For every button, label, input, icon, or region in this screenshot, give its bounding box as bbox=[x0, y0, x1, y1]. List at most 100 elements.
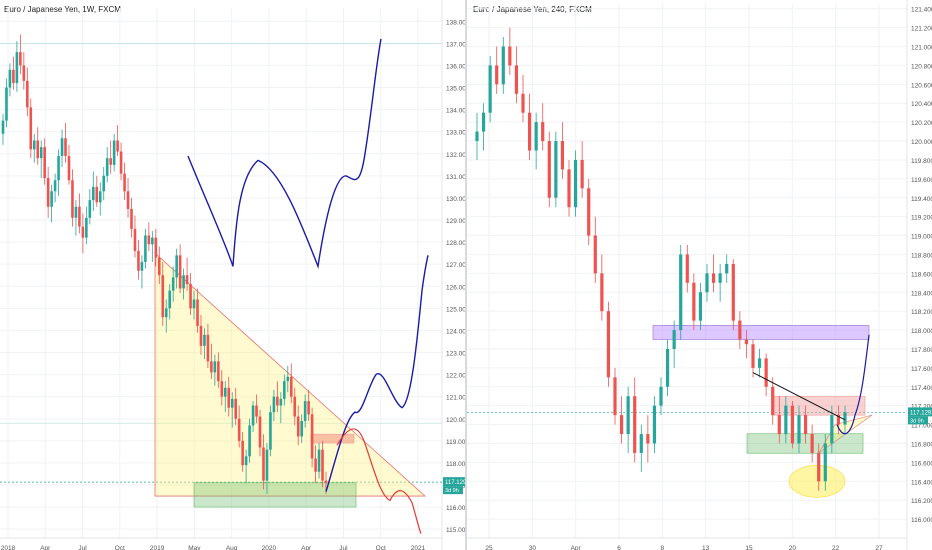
4h-chart-svg[interactable]: 121.400 121.200 121.000 120.800 120.600 120.4… bbox=[467, 0, 932, 550]
candle-body bbox=[258, 416, 262, 448]
blue-projection-path bbox=[836, 334, 870, 435]
yellow-triangle-pattern bbox=[154, 252, 427, 497]
candle-body bbox=[547, 141, 551, 198]
candle-body bbox=[501, 46, 505, 85]
y-tick-label: 117.200 bbox=[911, 404, 932, 411]
candle-body bbox=[314, 458, 317, 472]
candle-body bbox=[613, 377, 617, 416]
candle-body bbox=[220, 381, 224, 397]
candle-body bbox=[836, 415, 841, 425]
candle-body bbox=[57, 155, 60, 181]
candle-body bbox=[227, 387, 231, 408]
candle-body bbox=[92, 186, 95, 201]
candle-body bbox=[803, 415, 808, 435]
candle-body bbox=[67, 155, 71, 181]
countdown-label: 3d 9h bbox=[910, 418, 924, 424]
candle-body bbox=[147, 235, 151, 245]
candle-body bbox=[817, 452, 821, 482]
candle-body bbox=[157, 257, 161, 276]
y-tick-label: 115.000 bbox=[446, 527, 466, 534]
candle-body bbox=[293, 396, 297, 417]
candle-body bbox=[192, 299, 196, 309]
candle-body bbox=[495, 65, 499, 85]
last-price-label: 117.129 bbox=[445, 480, 466, 486]
candle-body bbox=[74, 206, 78, 218]
chart-title: Euro / Japanese Yen, 1W, FXCM bbox=[4, 5, 121, 14]
y-tick-label: 128.000 bbox=[446, 240, 466, 247]
candle-body bbox=[580, 159, 584, 189]
y-tick-label: 138.000 bbox=[446, 19, 466, 26]
purple-resistance-zone bbox=[652, 325, 870, 340]
candle-body bbox=[1, 120, 5, 134]
y-tick-label: 122.000 bbox=[446, 373, 466, 380]
candle-body bbox=[53, 180, 57, 192]
candle-body bbox=[567, 169, 571, 208]
chart-panel-4h: Euro / Japanese Yen, 240, FXCM 121.40012… bbox=[467, 0, 932, 550]
y-tick-label: 120.000 bbox=[446, 417, 466, 424]
candle-body bbox=[527, 112, 532, 151]
candle-body bbox=[600, 273, 604, 312]
y-tick-label: 116.000 bbox=[446, 505, 466, 512]
candle-body bbox=[15, 52, 19, 84]
candle-body bbox=[237, 418, 241, 441]
candle-body bbox=[248, 425, 251, 457]
x-tick-label: 22 bbox=[832, 545, 840, 550]
candle-body bbox=[22, 65, 26, 81]
candle-body bbox=[731, 263, 735, 321]
candle-body bbox=[137, 250, 140, 271]
y-tick-label: 116.400 bbox=[911, 479, 932, 486]
candle-body bbox=[251, 405, 255, 426]
y-tick-label: 121.400 bbox=[911, 7, 932, 14]
candle-body bbox=[757, 358, 762, 368]
x-tick-label: Oct bbox=[115, 545, 125, 550]
candle-body bbox=[171, 277, 175, 291]
weekly-chart-svg[interactable]: 138.000 137.000 136.000 135.000 134.000 133.0… bbox=[0, 0, 466, 550]
x-tick-label: 6 bbox=[617, 545, 621, 550]
candle-body bbox=[105, 158, 109, 176]
candle-body bbox=[230, 398, 234, 408]
y-tick-label: 120.200 bbox=[911, 120, 932, 127]
candle-body bbox=[639, 434, 643, 453]
y-tick-label: 117.400 bbox=[911, 385, 932, 392]
blue-lower-projection-path bbox=[325, 255, 429, 492]
candle-body bbox=[8, 69, 12, 88]
candle-body bbox=[244, 456, 248, 466]
candle-body bbox=[619, 415, 624, 435]
last-price-badge bbox=[443, 477, 466, 487]
y-tick-label: 137.000 bbox=[446, 41, 466, 48]
y-tick-label: 130.000 bbox=[446, 196, 466, 203]
candle-body bbox=[140, 261, 144, 271]
candle-body bbox=[29, 107, 33, 150]
y-tick-label: 119.400 bbox=[911, 196, 932, 203]
x-tick-label: Jul bbox=[78, 545, 87, 550]
candle-body bbox=[652, 405, 657, 444]
candle-body bbox=[185, 275, 189, 285]
candle-body bbox=[123, 173, 126, 192]
candle-body bbox=[521, 93, 525, 113]
candle-body bbox=[213, 361, 217, 373]
candle-body bbox=[272, 396, 276, 413]
y-tick-label: 121.000 bbox=[911, 45, 932, 52]
panel-divider[interactable] bbox=[465, 0, 467, 550]
candle-body bbox=[36, 140, 40, 159]
y-tick-label: 116.200 bbox=[911, 498, 932, 505]
yellow-highlight-ellipse bbox=[788, 464, 846, 498]
candle-body bbox=[296, 416, 300, 437]
y-tick-label: 121.000 bbox=[446, 395, 466, 402]
y-tick-label: 131.000 bbox=[446, 174, 466, 181]
red-projection-path bbox=[336, 428, 422, 534]
candle-body bbox=[797, 415, 801, 444]
candle-body bbox=[95, 186, 99, 203]
y-tick-label: 117.600 bbox=[911, 366, 932, 373]
x-tick-label: Oct bbox=[376, 545, 386, 550]
candle-body bbox=[560, 141, 565, 170]
y-tick-label: 116.000 bbox=[911, 517, 932, 524]
x-tick-label: 20 bbox=[789, 545, 797, 550]
candle-body bbox=[196, 299, 199, 326]
x-tick-label: May bbox=[188, 545, 201, 550]
x-tick-label: 15 bbox=[745, 545, 753, 550]
y-tick-label: 116.800 bbox=[911, 441, 932, 448]
chart-panel-weekly: Euro / Japanese Yen, 1W, FXCM 138.000 137… bbox=[0, 0, 466, 550]
candle-body bbox=[217, 361, 220, 382]
candle-body bbox=[276, 396, 279, 406]
